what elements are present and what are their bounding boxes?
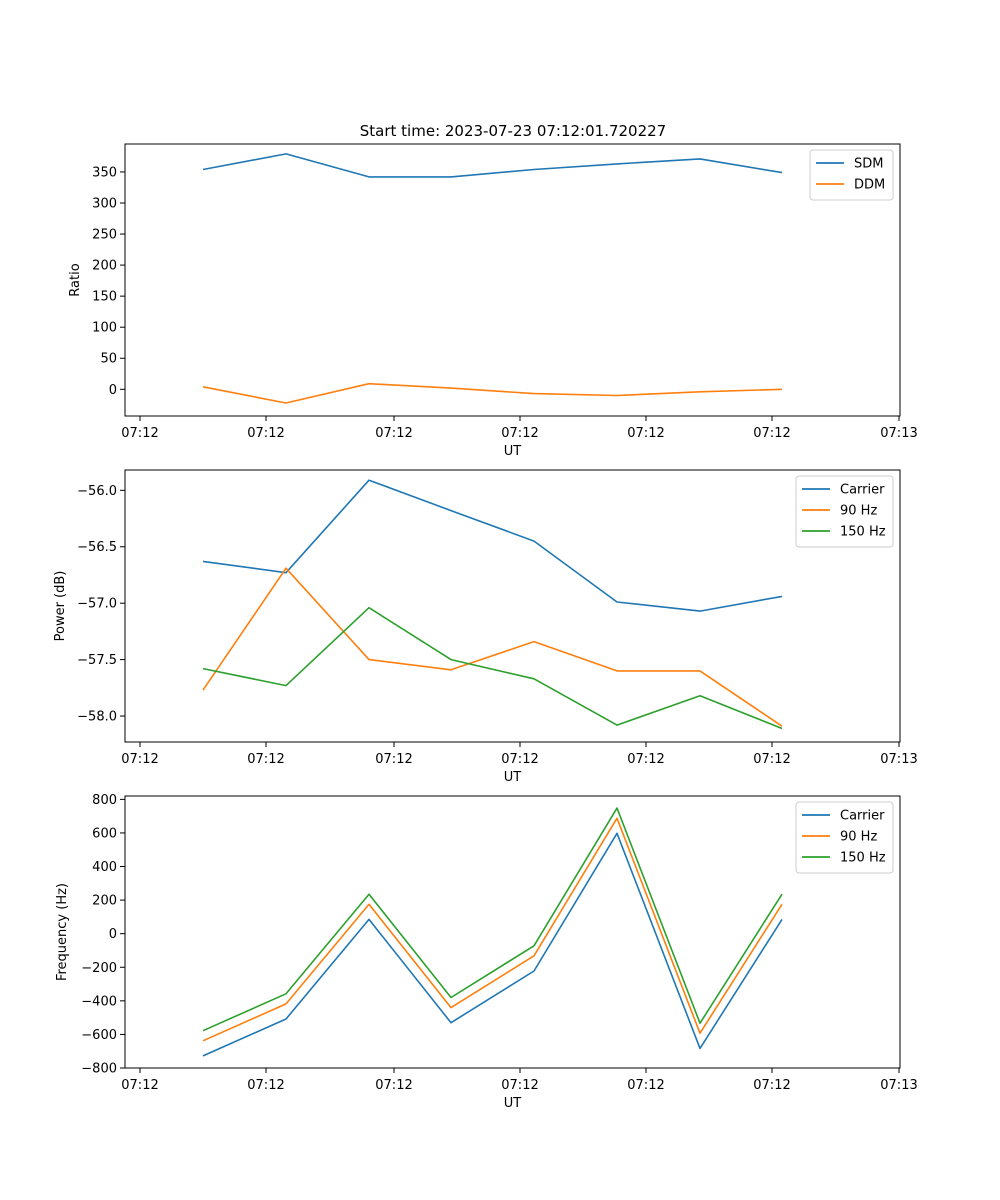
chart3-axes-frame: [124, 795, 901, 1069]
chart3-legend-label-150-hz: 150 Hz: [840, 851, 886, 866]
chart1-y-tick-label: 100: [92, 321, 117, 336]
chart2-x-tick-label: 07:12: [121, 752, 158, 767]
chart1-y-tick-label: 300: [92, 196, 117, 211]
chart3-x-tick-label: 07:12: [753, 1078, 790, 1093]
chart3-series-carrier-line: [202, 832, 783, 1057]
chart3-y-tick-label: 0: [109, 927, 117, 942]
chart2-legend-label-90-hz: 90 Hz: [840, 504, 877, 519]
chart3-x-tick-label: 07:12: [247, 1078, 284, 1093]
chart3-y-tick-label: 600: [92, 826, 117, 841]
chart2-axes-frame: [124, 469, 901, 743]
chart2-x-tick-label: 07:12: [247, 752, 284, 767]
chart2-series-150-hz-line: [202, 606, 783, 730]
chart3-x-tick-label: 07:12: [627, 1078, 664, 1093]
chart1-x-tick-label: 07:12: [247, 426, 284, 441]
chart1-y-tick-label: 50: [100, 352, 117, 367]
chart3-y-tick-label: −200: [81, 961, 117, 976]
chart1-y-tick-label: 250: [92, 228, 117, 243]
chart1-y-axis-label: Ratio: [68, 263, 83, 296]
chart2-y-tick-label: −57.5: [77, 653, 117, 668]
chart1-x-tick-label: 07:12: [121, 426, 158, 441]
chart3-x-tick-label: 07:12: [501, 1078, 538, 1093]
chart1-x-axis-label: UT: [504, 444, 522, 459]
chart1-legend-label-sdm: SDM: [854, 157, 883, 172]
chart1-y-tick-label: 350: [92, 165, 117, 180]
chart1-x-tick-label: 07:12: [753, 426, 790, 441]
chart2-series-90-hz-line: [202, 567, 783, 727]
chart2-x-tick-label: 07:12: [375, 752, 412, 767]
chart1-x-tick-label: 07:13: [880, 426, 917, 441]
chart2-y-tick-label: −58.0: [77, 710, 117, 725]
chart1-series-sdm-line: [202, 153, 783, 178]
chart1-y-tick-label: 150: [92, 290, 117, 305]
chart3-y-tick-label: −600: [81, 1028, 117, 1043]
chart2-y-tick-label: −56.5: [77, 540, 117, 555]
chart2-y-tick-label: −56.0: [77, 484, 117, 499]
chart3-series-150-hz-line: [202, 807, 783, 1032]
chart3-x-axis-label: UT: [504, 1096, 522, 1111]
chart2-y-tick-label: −57.0: [77, 597, 117, 612]
figure-title: Start time: 2023-07-23 07:12:01.720227: [360, 122, 666, 140]
chart3-y-tick-label: −800: [81, 1062, 117, 1077]
chart1-x-tick-label: 07:12: [627, 426, 664, 441]
chart2-legend-label-carrier: Carrier: [840, 483, 885, 498]
chart2-x-tick-label: 07:12: [501, 752, 538, 767]
chart3-y-tick-label: −400: [81, 994, 117, 1009]
chart2-legend: [795, 475, 894, 548]
chart3-y-tick-label: 400: [92, 860, 117, 875]
chart3-x-tick-label: 07:12: [121, 1078, 158, 1093]
chart2-x-tick-label: 07:13: [880, 752, 917, 767]
chart1-y-tick-label: 0: [109, 383, 117, 398]
chart1-legend-label-ddm: DDM: [854, 178, 885, 193]
chart3-legend: [795, 801, 894, 874]
chart3-series-90-hz-line: [202, 817, 783, 1042]
chart1-x-tick-label: 07:12: [375, 426, 412, 441]
chart3-y-tick-label: 200: [92, 894, 117, 909]
chart2-x-tick-label: 07:12: [627, 752, 664, 767]
chart3-legend-label-90-hz: 90 Hz: [840, 830, 877, 845]
chart1-x-tick-label: 07:12: [501, 426, 538, 441]
chart2-y-axis-label: Power (dB): [53, 571, 68, 642]
chart1-series-ddm-line: [202, 382, 783, 404]
chart3-x-tick-label: 07:13: [880, 1078, 917, 1093]
chart1-y-tick-label: 200: [92, 259, 117, 274]
chart3-x-tick-label: 07:12: [375, 1078, 412, 1093]
chart3-legend-label-carrier: Carrier: [840, 809, 885, 824]
chart3-y-tick-label: 800: [92, 793, 117, 808]
chart2-series-carrier-line: [202, 479, 783, 612]
chart2-x-axis-label: UT: [504, 770, 522, 785]
chart2-x-tick-label: 07:12: [753, 752, 790, 767]
chart2-legend-label-150-hz: 150 Hz: [840, 525, 886, 540]
chart3-y-axis-label: Frequency (Hz): [55, 883, 70, 981]
chart1-axes-frame: [124, 143, 901, 417]
